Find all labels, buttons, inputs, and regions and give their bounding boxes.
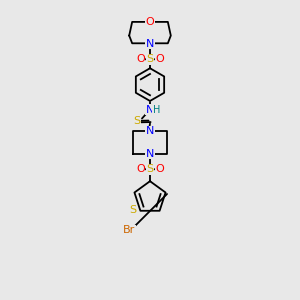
Text: S: S xyxy=(146,54,154,64)
Text: O: O xyxy=(146,16,154,27)
Text: S: S xyxy=(133,116,140,126)
Text: O: O xyxy=(155,164,164,174)
Text: N: N xyxy=(146,126,154,136)
Text: O: O xyxy=(136,164,145,174)
Text: O: O xyxy=(136,54,145,64)
Text: N: N xyxy=(146,39,154,49)
Text: S: S xyxy=(130,205,136,215)
Text: H: H xyxy=(153,105,160,115)
Text: Br: Br xyxy=(123,225,135,235)
Text: N: N xyxy=(146,148,154,159)
Text: N: N xyxy=(146,105,154,115)
Text: S: S xyxy=(146,164,154,174)
Text: O: O xyxy=(155,54,164,64)
